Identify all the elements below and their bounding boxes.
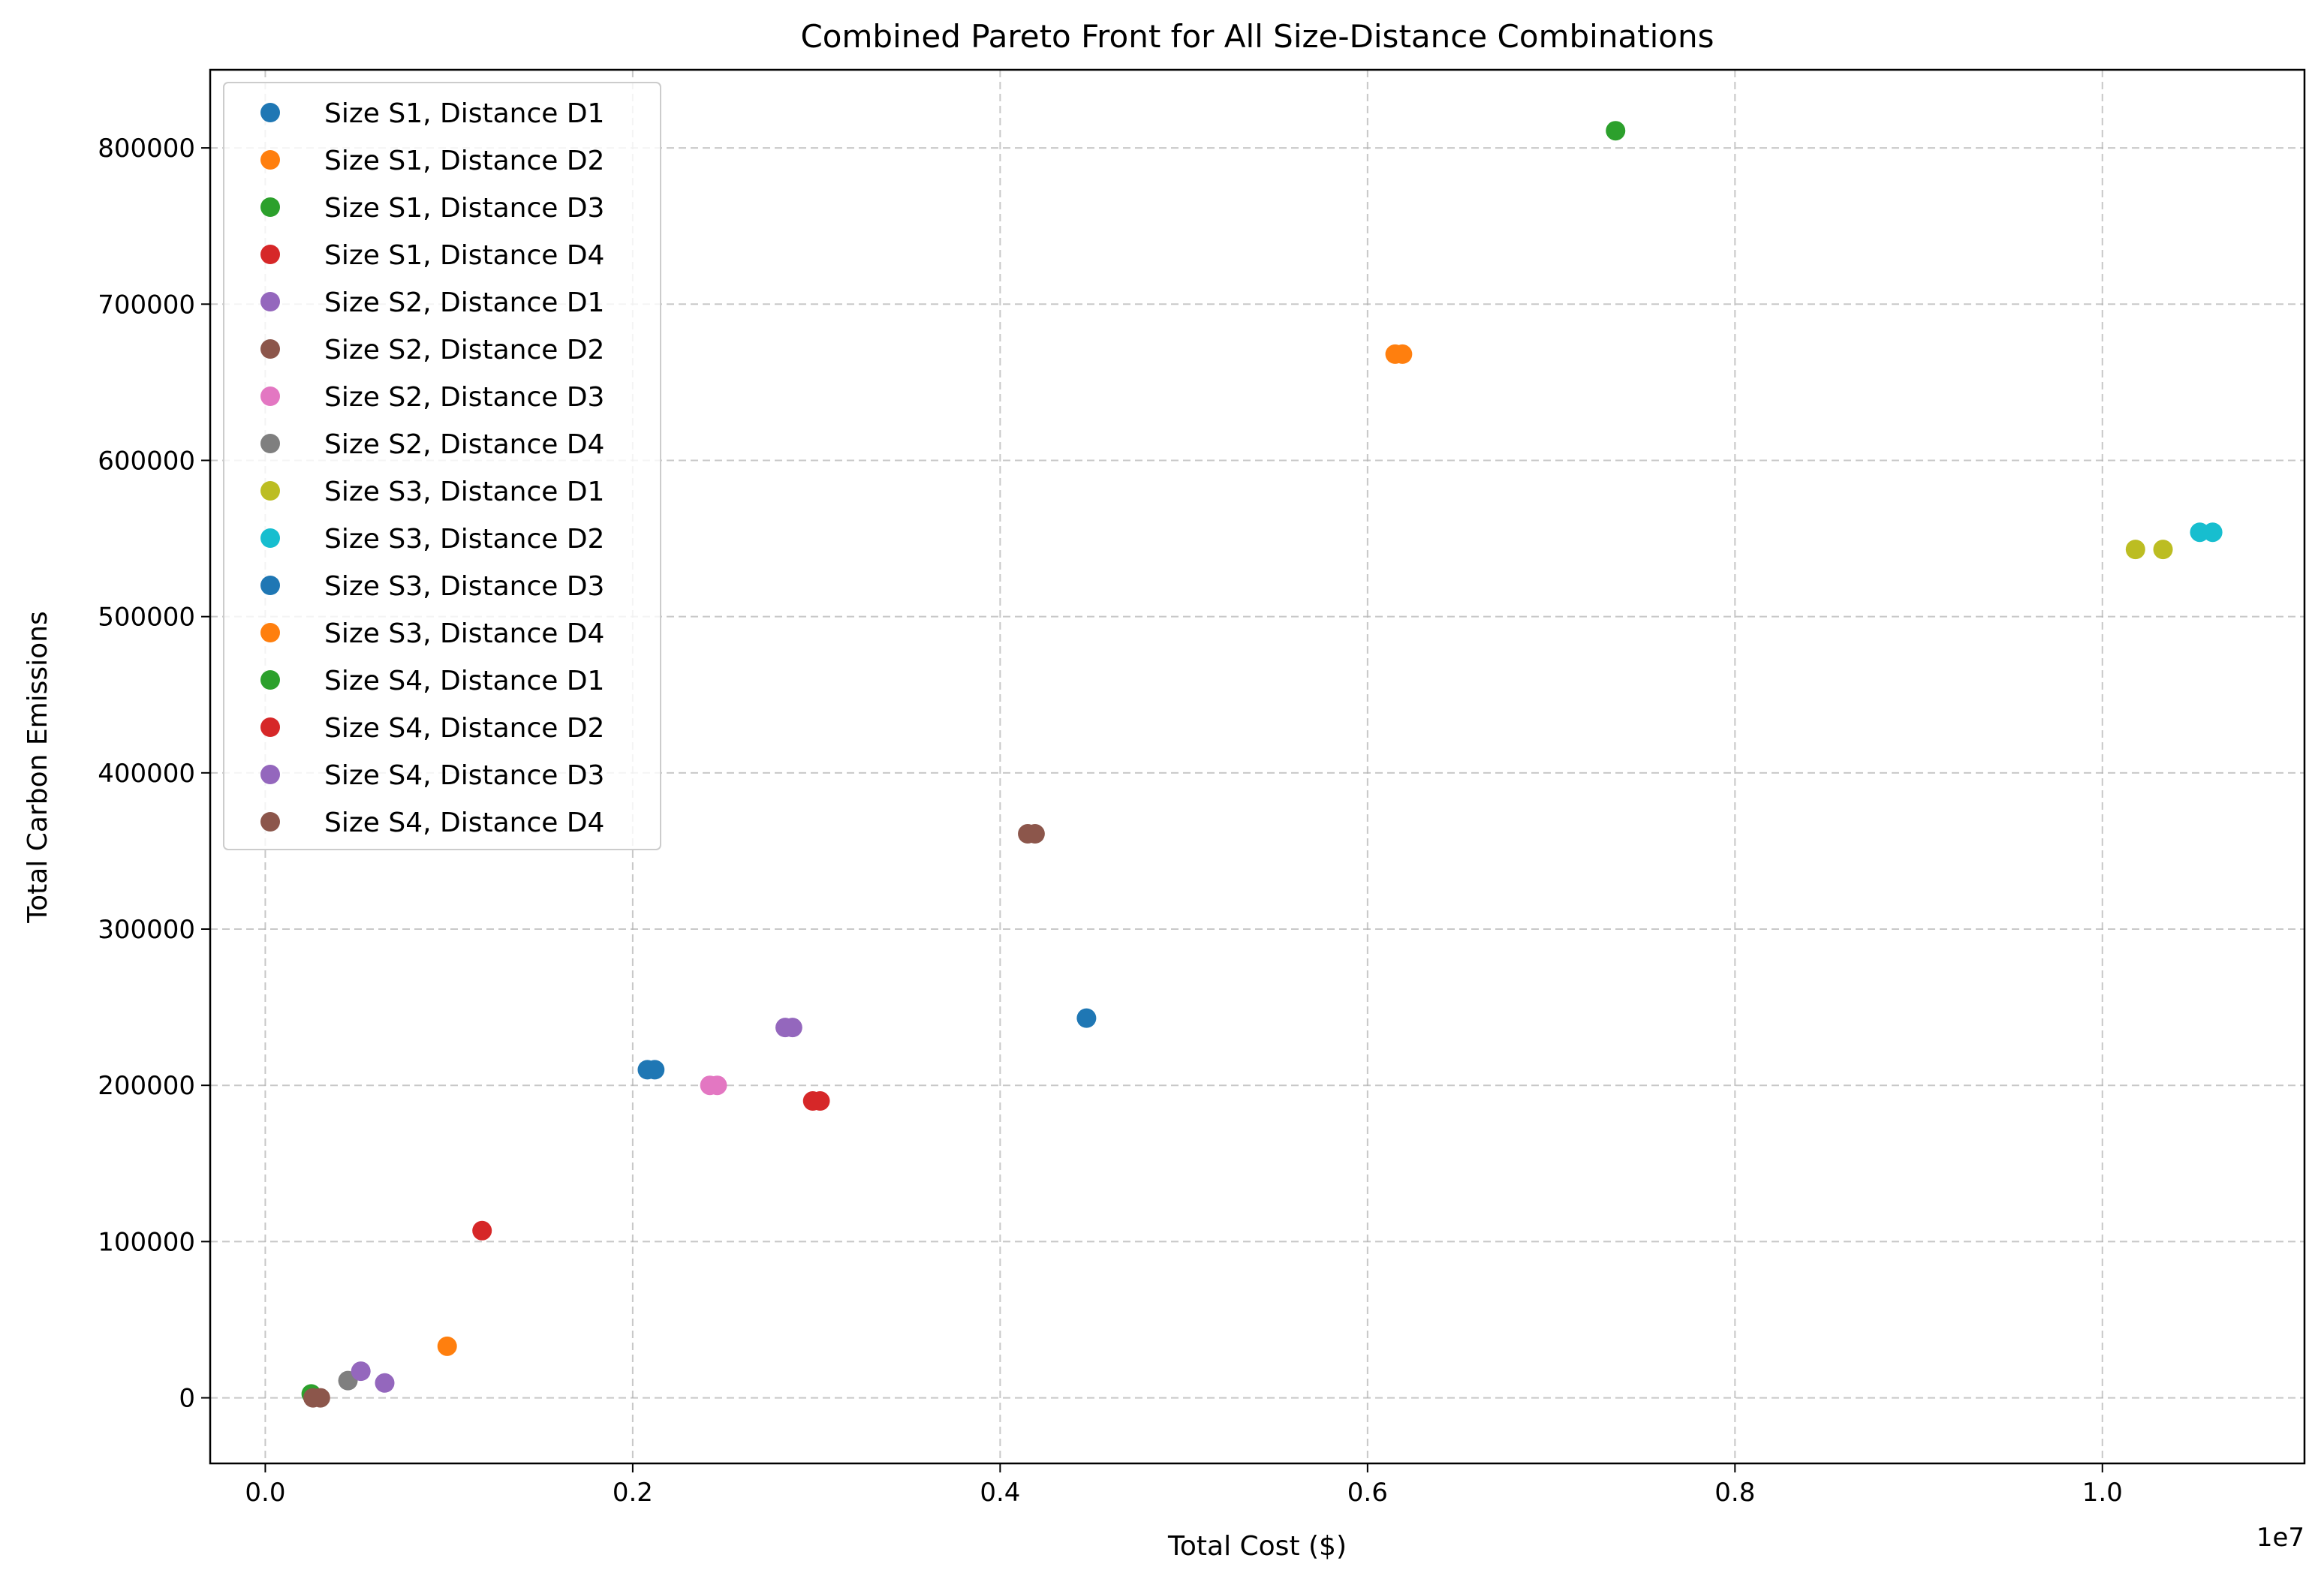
legend: Size S1, Distance D1 Size S1, Distance D2… [223, 82, 661, 850]
series-group [637, 1060, 665, 1080]
legend-label: Size S2, Distance D3 [324, 382, 604, 413]
y-tick-label: 600000 [98, 446, 195, 476]
y-tick-label: 700000 [98, 290, 195, 320]
legend-label: Size S3, Distance D4 [324, 618, 604, 649]
data-point [810, 1091, 830, 1111]
data-point [2153, 540, 2173, 560]
plot-area-frame [209, 68, 2306, 1465]
data-point [782, 1018, 802, 1038]
legend-label: Size S3, Distance D3 [324, 571, 604, 602]
series-group [303, 1388, 330, 1408]
legend-marker [260, 481, 280, 501]
data-point [351, 1361, 371, 1382]
data-point [1025, 824, 1045, 844]
legend-marker [260, 717, 280, 737]
legend-marker [260, 245, 280, 264]
legend-marker [260, 339, 280, 359]
y-tick-label: 200000 [98, 1071, 195, 1101]
series-group [2125, 540, 2173, 560]
data-point [707, 1075, 727, 1096]
data-point [310, 1388, 330, 1408]
legend-label: Size S2, Distance D2 [324, 335, 604, 365]
legend-marker [260, 103, 280, 122]
data-point [2125, 540, 2145, 560]
legend-marker [260, 292, 280, 311]
series-group [1018, 824, 1045, 844]
series-group [2190, 522, 2223, 543]
legend-label: Size S4, Distance D1 [324, 666, 604, 696]
y-tick-label: 100000 [98, 1227, 195, 1257]
data-point [375, 1373, 395, 1393]
legend-label: Size S4, Distance D2 [324, 713, 604, 744]
legend-marker [260, 150, 280, 170]
x-axis-offset-label: 1e7 [2256, 1523, 2304, 1553]
x-axis-label: Total Cost ($) [1167, 1531, 1347, 1562]
legend-marker [260, 670, 280, 690]
legend-label: Size S1, Distance D2 [324, 146, 604, 176]
data-point [1076, 1008, 1097, 1028]
legend-marker [260, 765, 280, 784]
y-axis-ticks: 0 100000 200000 300000 400000 500000 600000 700… [98, 134, 210, 1414]
series-group [1076, 1008, 1097, 1028]
x-tick-label: 0.4 [980, 1478, 1020, 1508]
legend-marker [260, 386, 280, 406]
legend-label: Size S3, Distance D2 [324, 524, 604, 555]
x-tick-label: 0.6 [1347, 1478, 1388, 1508]
legend-items: Size S1, Distance D1 Size S1, Distance D2… [260, 98, 604, 838]
legend-marker [260, 576, 280, 595]
y-tick-label: 0 [179, 1384, 195, 1414]
series-group [1385, 344, 1413, 364]
data-point [645, 1060, 665, 1080]
series-group [1606, 121, 1626, 141]
x-tick-label: 0.0 [245, 1478, 285, 1508]
data-point [1606, 121, 1626, 141]
legend-marker [260, 623, 280, 642]
legend-marker [260, 812, 280, 832]
x-tick-label: 0.2 [613, 1478, 653, 1508]
x-tick-label: 0.8 [1714, 1478, 1755, 1508]
y-tick-label: 500000 [98, 603, 195, 633]
y-tick-label: 300000 [98, 915, 195, 945]
data-point [1392, 344, 1413, 364]
legend-label: Size S1, Distance D4 [324, 240, 604, 271]
legend-label: Size S2, Distance D4 [324, 429, 604, 460]
series-group [802, 1091, 830, 1111]
data-point [472, 1220, 492, 1241]
legend-marker [260, 434, 280, 453]
y-tick-label: 800000 [98, 134, 195, 164]
legend-marker [260, 197, 280, 217]
series-group [472, 1220, 492, 1241]
data-point [437, 1336, 457, 1356]
series-group [775, 1018, 802, 1038]
y-axis-label: Total Carbon Emissions [23, 611, 53, 924]
data-points [301, 121, 2223, 1408]
series-group [700, 1075, 727, 1096]
legend-label: Size S4, Distance D3 [324, 760, 604, 791]
legend-label: Size S4, Distance D4 [324, 808, 604, 838]
series-group [351, 1361, 395, 1393]
legend-label: Size S1, Distance D3 [324, 193, 604, 224]
chart-title: Combined Pareto Front for All Size-Dista… [800, 18, 1714, 55]
y-tick-label: 400000 [98, 759, 195, 789]
legend-box [223, 82, 661, 850]
legend-marker [260, 528, 280, 548]
x-tick-label: 1.0 [2082, 1478, 2123, 1508]
legend-label: Size S3, Distance D1 [324, 477, 604, 507]
legend-label: Size S1, Distance D1 [324, 98, 604, 129]
x-axis-ticks: 0.0 0.2 0.4 0.6 0.8 1.0 [245, 1463, 2123, 1508]
series-group [437, 1336, 457, 1356]
data-point [2202, 522, 2223, 543]
legend-label: Size S2, Distance D1 [324, 287, 604, 318]
